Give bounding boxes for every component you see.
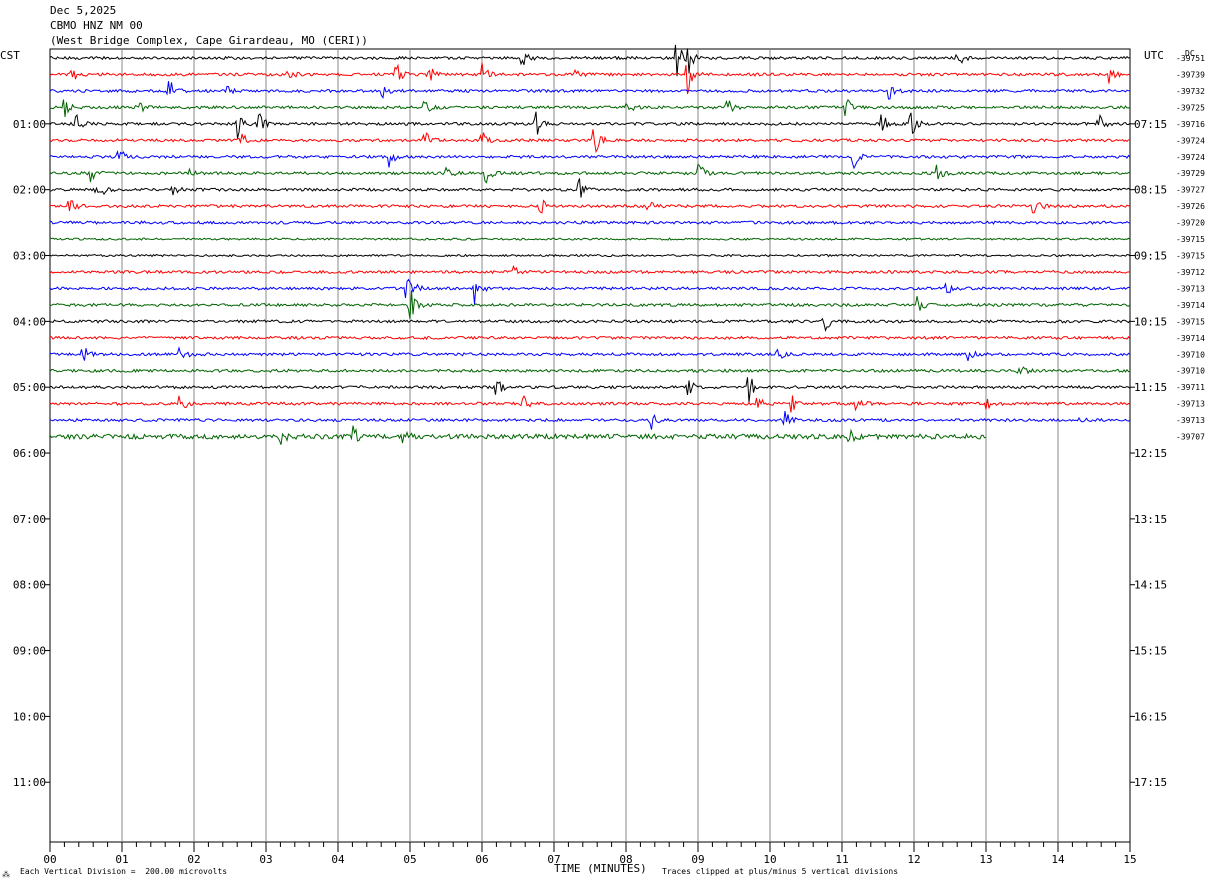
dc-offset-label: -39725 [1176, 103, 1205, 112]
left-hour-label: 02:00 [13, 184, 46, 197]
dc-offset-label: -39712 [1176, 268, 1205, 277]
dc-offset-label: -39713 [1176, 284, 1205, 293]
right-hour-label: 07:15 [1134, 118, 1167, 131]
clip-note: Traces clipped at plus/minus 5 vertical … [662, 867, 899, 876]
scale-note: Each Vertical Division = 200.00 microvol… [20, 867, 228, 876]
header-station: CBMO HNZ NM 00 [50, 19, 143, 32]
dc-offset-label: -39713 [1176, 400, 1205, 409]
dc-offset-label: -39707 [1176, 433, 1205, 442]
seismic-trace [49, 395, 1131, 413]
seismic-trace [49, 278, 1131, 305]
x-tick-label: 04 [331, 853, 345, 866]
right-hour-label: 15:15 [1134, 645, 1167, 658]
seismic-trace [49, 237, 1131, 241]
dc-offset-label: -39714 [1176, 301, 1205, 310]
left-hour-label: 11:00 [13, 776, 46, 789]
dc-offset-label: -39710 [1176, 367, 1205, 376]
dc-offset-label: -39724 [1176, 153, 1205, 162]
right-hour-label: 12:15 [1134, 447, 1167, 460]
left-hour-label: 07:00 [13, 513, 46, 526]
left-hour-label: 03:00 [13, 250, 46, 263]
seismic-trace [49, 346, 1131, 362]
x-tick-label: 02 [187, 853, 200, 866]
right-hour-label: 17:15 [1134, 776, 1167, 789]
seismic-trace [49, 44, 1131, 77]
right-hour-label: 11:15 [1134, 381, 1167, 394]
right-hour-label: 10:15 [1134, 315, 1167, 328]
header-date: Dec 5,2025 [50, 4, 117, 17]
dc-offset-label: -39739 [1176, 70, 1205, 79]
right-hour-label: 08:15 [1134, 184, 1167, 197]
seismic-trace [49, 290, 1131, 320]
seismic-trace [49, 220, 1131, 225]
x-tick-label: 08 [619, 853, 632, 866]
left-hour-label: 08:00 [13, 579, 46, 592]
seismic-trace [49, 411, 1131, 430]
x-tick-label: 01 [115, 853, 128, 866]
seismic-trace [49, 253, 1131, 258]
left-hour-label: 05:00 [13, 381, 46, 394]
corner-mark: ⁂ [2, 870, 10, 879]
header-location: (West Bridge Complex, Cape Girardeau, MO… [50, 34, 368, 47]
dc-offset-label: -39751 [1176, 54, 1205, 63]
seismic-trace [49, 111, 1131, 139]
x-tick-label: 07 [547, 853, 560, 866]
dc-offset-label: -39715 [1176, 317, 1205, 326]
seismic-trace [49, 264, 1131, 275]
x-axis-title: TIME (MINUTES) [554, 862, 647, 875]
left-hour-label: 04:00 [13, 315, 46, 328]
dc-offset-label: -39713 [1176, 416, 1205, 425]
right-hour-label: 13:15 [1134, 513, 1167, 526]
seismic-trace [49, 425, 987, 445]
x-tick-label: 11 [835, 853, 848, 866]
x-tick-label: 12 [907, 853, 920, 866]
seismic-trace [49, 335, 1131, 341]
dc-offset-label: -39729 [1176, 169, 1205, 178]
dc-offset-label: -39710 [1176, 350, 1205, 359]
dc-offset-label: -39724 [1176, 136, 1205, 145]
right-hour-label: 09:15 [1134, 250, 1167, 263]
seismic-trace [49, 317, 1131, 333]
dc-offset-label: -39711 [1176, 383, 1205, 392]
left-hour-label: 06:00 [13, 447, 46, 460]
x-tick-label: 06 [475, 853, 488, 866]
dc-label: DC [1185, 49, 1195, 58]
dc-offset-label: -39720 [1176, 219, 1205, 228]
seismic-trace [49, 81, 1131, 100]
left-hour-label: 09:00 [13, 645, 46, 658]
x-tick-label: 15 [1123, 853, 1136, 866]
x-tick-label: 13 [979, 853, 992, 866]
plot-frame [49, 48, 1131, 843]
seismic-trace [49, 199, 1131, 214]
seismic-trace [49, 149, 1131, 170]
x-tick-label: 10 [763, 853, 776, 866]
dc-offset-label: -39715 [1176, 252, 1205, 261]
left-hour-label: 10:00 [13, 710, 46, 723]
seismic-trace [49, 62, 1131, 95]
seismic-trace [49, 129, 1131, 154]
dc-offset-label: -39727 [1176, 186, 1205, 195]
dc-offset-label: -39726 [1176, 202, 1205, 211]
left-hour-label: 01:00 [13, 118, 46, 131]
x-tick-label: 05 [403, 853, 416, 866]
right-timezone-label: UTC [1144, 49, 1164, 62]
dc-offset-label: -39714 [1176, 334, 1205, 343]
dc-offset-label: -39715 [1176, 235, 1205, 244]
x-tick-label: 00 [43, 853, 56, 866]
x-tick-label: 09 [691, 853, 704, 866]
right-hour-label: 14:15 [1134, 579, 1167, 592]
x-tick-label: 14 [1051, 853, 1065, 866]
x-tick-label: 03 [259, 853, 272, 866]
seismic-trace [49, 178, 1131, 198]
right-hour-label: 16:15 [1134, 710, 1167, 723]
seismic-trace [49, 98, 1131, 118]
dc-offset-label: -39732 [1176, 87, 1205, 96]
left-timezone-label: CST [0, 49, 20, 62]
dc-offset-label: -39716 [1176, 120, 1205, 129]
seismic-trace [49, 366, 1131, 375]
seismic-trace [49, 163, 1131, 184]
seismic-trace [49, 377, 1131, 403]
